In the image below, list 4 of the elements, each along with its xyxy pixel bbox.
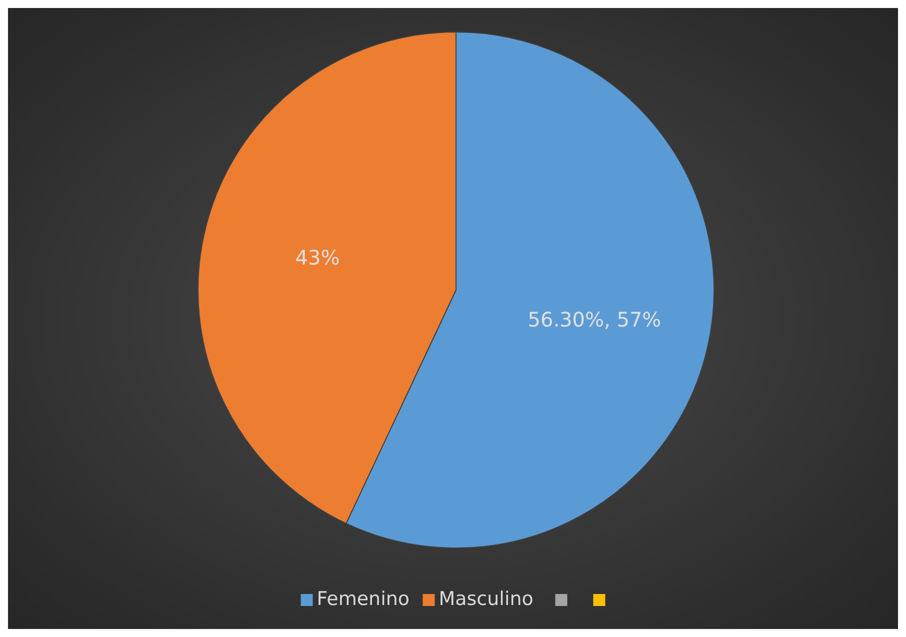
legend-label: Masculino xyxy=(438,588,534,610)
data-label: 43% xyxy=(295,246,340,270)
data-label: 56.30%, 57% xyxy=(528,307,662,332)
slice-label: Femenino xyxy=(316,588,410,610)
